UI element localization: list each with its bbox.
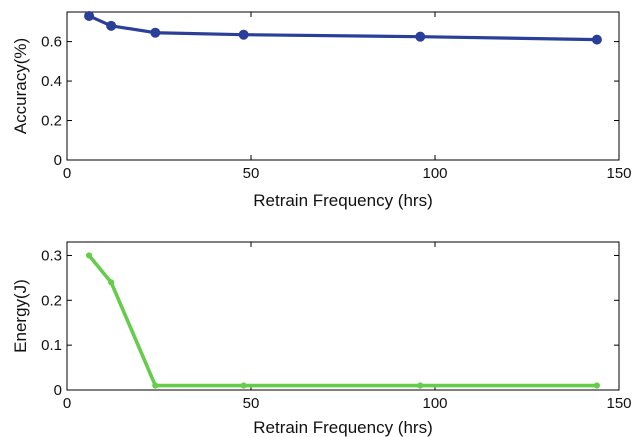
energy-plot-frame bbox=[66, 241, 620, 391]
accuracy-x-tick-label: 0 bbox=[63, 165, 71, 182]
energy-ticks bbox=[66, 242, 620, 391]
energy-y-axis-label: Energy(J) bbox=[11, 279, 30, 353]
energy-y-tick-label: 0.1 bbox=[41, 337, 62, 354]
accuracy-data-point bbox=[415, 31, 426, 42]
energy-data-point bbox=[85, 252, 93, 259]
accuracy-data-point bbox=[238, 29, 249, 40]
accuracy-y-tick-label: 0 bbox=[54, 152, 62, 169]
energy-x-axis-label: Retrain Frequency (hrs) bbox=[253, 418, 433, 437]
accuracy-chart: 0 50 100 150 0 0.2 0.4 0.6 Retrain Frequency (h… bbox=[11, 10, 632, 210]
accuracy-y-tick-label: 0.6 bbox=[41, 34, 62, 51]
accuracy-plot-frame bbox=[66, 11, 620, 161]
energy-x-tick-label: 100 bbox=[422, 395, 447, 412]
energy-data-point bbox=[152, 382, 159, 389]
accuracy-x-axis-label: Retrain Frequency (hrs) bbox=[253, 191, 433, 210]
energy-data-point bbox=[108, 279, 115, 286]
accuracy-ticks bbox=[66, 12, 620, 161]
energy-y-tick-label: 0.2 bbox=[41, 292, 62, 309]
energy-x-tick-label: 150 bbox=[606, 395, 631, 412]
energy-series bbox=[85, 252, 601, 389]
energy-series-line bbox=[87, 253, 599, 388]
accuracy-tick-labels: 0 50 100 150 0 0.2 0.4 0.6 bbox=[41, 34, 631, 182]
accuracy-data-point bbox=[106, 20, 117, 31]
accuracy-data-point bbox=[591, 34, 602, 45]
accuracy-x-tick-label: 50 bbox=[243, 165, 260, 182]
energy-x-tick-label: 0 bbox=[63, 395, 71, 412]
accuracy-data-point bbox=[84, 10, 95, 21]
energy-y-tick-label: 0 bbox=[54, 382, 62, 399]
accuracy-data-point bbox=[150, 27, 161, 38]
accuracy-series-line bbox=[87, 14, 599, 42]
energy-tick-labels: 0 50 100 150 0 0.1 0.2 0.3 bbox=[41, 247, 631, 412]
energy-data-point bbox=[417, 382, 424, 389]
accuracy-x-tick-label: 150 bbox=[606, 165, 631, 182]
accuracy-x-tick-label: 100 bbox=[422, 165, 447, 182]
energy-data-point bbox=[240, 382, 247, 389]
accuracy-y-tick-label: 0.2 bbox=[41, 113, 62, 130]
accuracy-y-axis-label: Accuracy(%) bbox=[11, 38, 30, 134]
energy-x-tick-label: 50 bbox=[243, 395, 260, 412]
accuracy-series bbox=[84, 10, 602, 45]
energy-data-point bbox=[593, 382, 601, 389]
accuracy-y-tick-label: 0.4 bbox=[41, 73, 62, 90]
energy-chart: 0 50 100 150 0 0.1 0.2 0.3 Retrain Frequency (h… bbox=[11, 241, 632, 437]
energy-y-tick-label: 0.3 bbox=[41, 247, 62, 264]
